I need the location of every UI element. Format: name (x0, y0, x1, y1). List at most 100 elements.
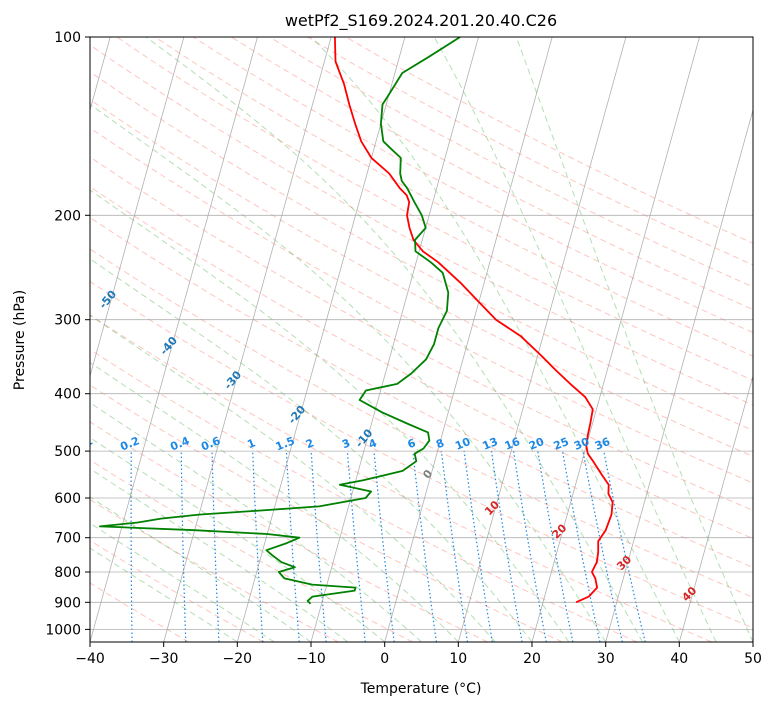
mixing-ratio-label: 3 (340, 436, 352, 451)
mixing-ratio-line (513, 451, 547, 642)
y-tick-label: 100 (54, 30, 81, 46)
moist-adiabat-label: 30 (614, 553, 634, 573)
x-tick-label: −10 (296, 651, 326, 667)
moist-adiabat-label: 10 (482, 498, 502, 518)
moist-adiabat-line (145, 37, 643, 642)
mixing-ratio-line (346, 451, 366, 642)
mixing-ratio-line (130, 451, 133, 642)
moist-adiabat-line (310, 37, 680, 642)
mixing-ratio-label: 36 (593, 435, 612, 453)
mixing-ratio-label: 30 (572, 435, 591, 453)
isotherm-line (678, 374, 753, 642)
moist-adiabat-line (90, 361, 459, 642)
moist-adiabat-line (90, 258, 533, 642)
mixing-ratio-line (603, 450, 646, 642)
dry-adiabat-line (90, 127, 753, 484)
isotherm-label: 0 (420, 467, 435, 481)
dry-adiabat-line (230, 37, 753, 311)
plot-area: 0.10.20.40.611.52346810131620253036-100-… (36, 37, 753, 642)
x-tick-label: −40 (75, 651, 105, 667)
x-tick-label: 0 (380, 651, 389, 667)
y-tick-label: 500 (54, 444, 81, 460)
mixing-ratio-label: 1.5 (274, 434, 297, 453)
mixing-ratio-label: 6 (406, 436, 418, 451)
moist-adiabat-line (90, 103, 607, 642)
y-tick-label: 600 (54, 491, 81, 507)
dry-adiabat-line (90, 348, 638, 642)
moist-adiabat-line (90, 468, 349, 642)
moist-adiabat-line (90, 402, 422, 642)
isotherm-line (236, 37, 406, 642)
isotherm-label: -50 (96, 288, 119, 312)
temperature-profile-line (334, 37, 614, 604)
isotherm-line (752, 640, 753, 642)
isotherm-line (531, 37, 700, 642)
dry-adiabat-line (90, 248, 753, 598)
mixing-ratio-line (252, 451, 264, 642)
isotherm-line (457, 37, 627, 642)
mixing-ratio-label: 2 (304, 436, 316, 451)
y-tick-label: 1000 (45, 622, 81, 638)
plot-frame (89, 36, 754, 643)
dry-adiabat-line (90, 186, 753, 540)
y-tick-label: 300 (54, 313, 81, 329)
mixing-ratio-line (373, 451, 395, 642)
x-axis: −40 −30 −20 −10 0 10 20 30 40 50 (75, 642, 762, 667)
mixing-ratio-label: 25 (552, 435, 571, 453)
dry-adiabat-line (268, 37, 753, 288)
moist-adiabats (90, 37, 753, 642)
mixing-ratio-label: 0.4 (168, 434, 191, 453)
x-tick-label: −20 (223, 651, 253, 667)
dry-adiabat-line (90, 582, 190, 642)
moist-adiabat-line (90, 496, 312, 642)
mixing-ratio-label: 10 (453, 435, 472, 453)
y-tick-label: 400 (54, 387, 81, 403)
y-tick-label: 800 (54, 565, 81, 581)
y-tick-label: 200 (54, 208, 81, 224)
mixing-ratio-label: 8 (434, 436, 446, 451)
dry-adiabat-line (154, 37, 753, 357)
isotherm-label: -60 (36, 240, 59, 264)
moist-adiabat-line (515, 37, 753, 642)
dry-adiabat-line (90, 280, 753, 629)
mixing-ratio-line (285, 451, 300, 642)
x-axis-label: Temperature (°C) (360, 681, 482, 697)
isopleth-labels: 0.10.20.40.611.52346810131620253036-100-… (36, 240, 700, 605)
dry-adiabat-line (90, 459, 414, 642)
isotherm-line (90, 37, 185, 378)
isotherm-line (90, 37, 258, 642)
dry-adiabat-line (192, 37, 753, 334)
moist-adiabat-line (90, 522, 275, 642)
y-tick-label: 700 (54, 531, 81, 547)
mixing-ratio-label: 13 (481, 435, 500, 453)
mixing-ratio-label: 16 (503, 435, 522, 453)
dry-adiabat-line (90, 44, 753, 406)
moist-adiabat-line (90, 189, 570, 642)
moist-adiabat-line (90, 547, 238, 642)
dewpoint-profile-line (99, 37, 461, 605)
dry-adiabats (90, 37, 753, 642)
mixing-ratio-line (412, 451, 437, 642)
isotherm-grid (90, 37, 753, 642)
dry-adiabat-line (90, 498, 339, 642)
dry-adiabat-line (90, 156, 753, 512)
isotherm-line (384, 37, 553, 642)
mixing-ratio-label: 0.2 (118, 434, 141, 453)
dry-adiabat-line (90, 421, 488, 642)
mixing-ratio-line (463, 451, 493, 642)
mixing-ratio-line (82, 451, 85, 642)
dry-adiabat-line (90, 71, 753, 432)
mixing-ratio-label: 0.1 (72, 434, 95, 453)
x-tick-label: 40 (670, 651, 688, 667)
mixing-ratio-label: 20 (527, 435, 546, 453)
y-axis: 100 200 300 400 500 600 700 800 900 1000 (45, 30, 90, 638)
mixing-ratio-line (310, 451, 327, 642)
chart-title: wetPf2_S169.2024.201.20.40.C26 (285, 11, 557, 31)
isotherm-label: -40 (157, 334, 180, 358)
profile-series (99, 37, 614, 605)
x-tick-label: 20 (523, 651, 541, 667)
isotherm-line (163, 37, 332, 642)
mixing-ratio-line (582, 450, 623, 642)
dry-adiabat-line (90, 384, 563, 642)
